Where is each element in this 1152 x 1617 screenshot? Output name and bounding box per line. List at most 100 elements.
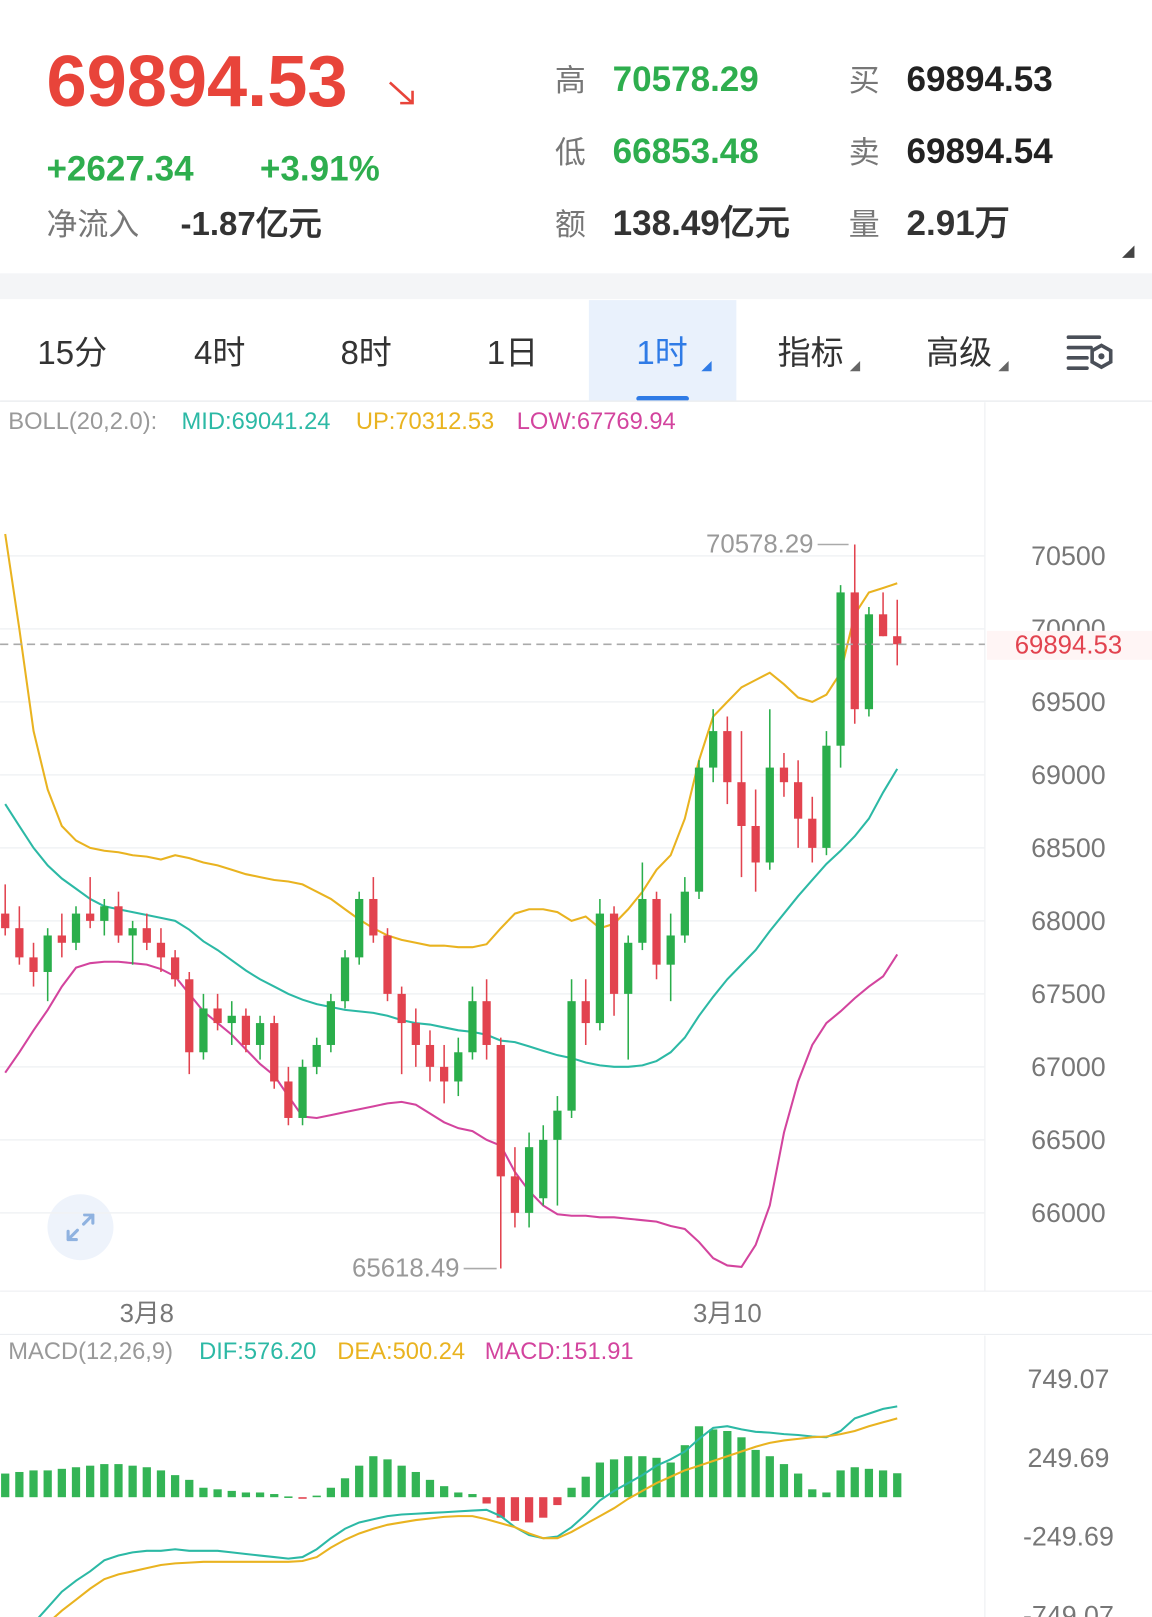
macd-bar [128,1465,137,1498]
candle-body [864,614,874,710]
macd-bar [609,1459,619,1498]
y-tick-label: 249.69 [1027,1443,1109,1473]
stat-value: 66853.48 [613,132,759,171]
tab[interactable]: 4时 [194,334,245,371]
macd-bar [793,1473,803,1498]
macd-bar [482,1497,491,1504]
macd-bar [694,1426,704,1498]
candle-body [397,993,406,1024]
dropdown-caret [849,360,861,372]
candle-body [340,957,350,1002]
macd-bar [638,1456,647,1498]
candle-body [496,1044,505,1177]
indicator-label: BOLL(20,2.0): [8,409,157,435]
stat-value: 69894.53 [907,60,1053,99]
macd-bar [383,1459,392,1498]
candle-body [666,935,675,965]
macd-bar [496,1497,505,1518]
candle-body [326,1001,335,1045]
fullscreen-button[interactable] [47,1194,114,1261]
macd-bar [114,1464,123,1498]
candle-body [822,745,831,848]
macd-bar [850,1467,859,1498]
stat-label: 高 [555,63,586,98]
tab[interactable]: 1时 [636,334,687,371]
macd-line [53,1417,898,1617]
macd-bar [454,1492,463,1498]
candle-body [128,928,137,936]
candle-body [567,1001,576,1111]
candle-body [312,1044,321,1067]
legend-entry: DIF:576.20 [199,1339,316,1365]
macd-bar [312,1495,321,1498]
macd-bar [779,1464,789,1498]
settings-icon[interactable] [1066,335,1113,370]
macd-bar [57,1468,66,1498]
candle-body [100,906,109,921]
macd-bar [411,1471,420,1498]
y-tick-label: 749.07 [1027,1364,1109,1394]
macd-bar [397,1465,406,1498]
candle-body [298,1066,307,1118]
last-price: 69894.53 [46,42,347,122]
candle-body [142,928,151,943]
macd-bar [539,1497,548,1518]
indicator-line [4,533,898,949]
candle-body [878,614,888,637]
candle-body [652,898,661,965]
candle-body [694,767,704,892]
candle-body [440,1066,449,1082]
macd-bar [524,1497,534,1523]
candle-body [723,731,732,783]
macd-bar [71,1467,81,1498]
candle-body [425,1044,435,1067]
macd-bar [765,1456,774,1498]
macd-bar [29,1470,38,1498]
macd-bar [567,1487,576,1498]
macd-bar [624,1456,633,1498]
candle-body [355,898,364,958]
candle-body [284,1081,293,1118]
macd-bar [100,1464,109,1498]
net-inflow-label: 净流入 [46,207,139,242]
macd-bar [340,1478,350,1498]
stat-value: 69894.54 [907,132,1054,171]
y-tick-label: -749.07 [1023,1600,1114,1617]
macd-bar [1,1473,10,1498]
candle-body [808,818,817,848]
macd-bar [142,1467,151,1498]
macd-bar [836,1470,845,1498]
macd-bar [822,1492,831,1498]
candle-body [369,898,378,936]
stat-label: 卖 [849,135,880,170]
candle-body [71,913,81,943]
last-price-label: 69894.53 [1015,631,1122,659]
tab[interactable]: 指标 [778,334,844,371]
macd-bar [652,1457,661,1498]
candle-body [751,825,760,863]
legend-entry: LOW:67769.94 [517,409,676,435]
tab[interactable]: 8时 [340,334,391,371]
tab[interactable]: 1日 [487,334,538,371]
macd-bar [170,1475,180,1498]
candle-body [383,935,392,994]
y-tick-label: 66000 [1031,1198,1106,1228]
stat-value: 70578.29 [613,60,759,99]
expand-corner[interactable] [1122,245,1135,258]
macd-bar [199,1487,208,1498]
stat-label: 额 [555,207,586,242]
y-tick-label: -249.69 [1023,1522,1114,1552]
candle-body [156,942,166,958]
macd-bar [227,1490,236,1498]
macd-bar [709,1429,718,1498]
tab[interactable]: 15分 [37,334,107,371]
stat-value: 138.49亿元 [613,204,790,243]
candle-body [539,1139,548,1199]
candle-body [227,1015,236,1024]
candle-body [850,592,859,710]
candle-body [836,592,845,746]
macd-bar [468,1494,477,1498]
candle-body [86,913,95,921]
tab[interactable]: 高级 [926,334,992,371]
stat-label: 量 [849,207,880,242]
